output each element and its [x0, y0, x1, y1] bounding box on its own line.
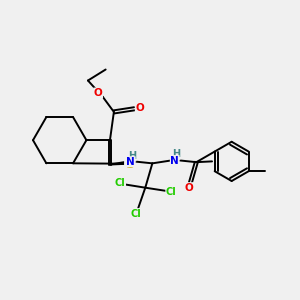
Text: N: N	[126, 157, 135, 167]
Text: O: O	[94, 88, 103, 98]
Text: Cl: Cl	[166, 188, 177, 197]
Text: Cl: Cl	[130, 208, 141, 219]
Text: S: S	[125, 158, 134, 171]
Text: N: N	[170, 156, 179, 166]
Text: O: O	[135, 103, 144, 113]
Text: H: H	[128, 151, 136, 161]
Text: Cl: Cl	[115, 178, 125, 188]
Text: H: H	[172, 149, 180, 159]
Text: O: O	[184, 183, 193, 193]
